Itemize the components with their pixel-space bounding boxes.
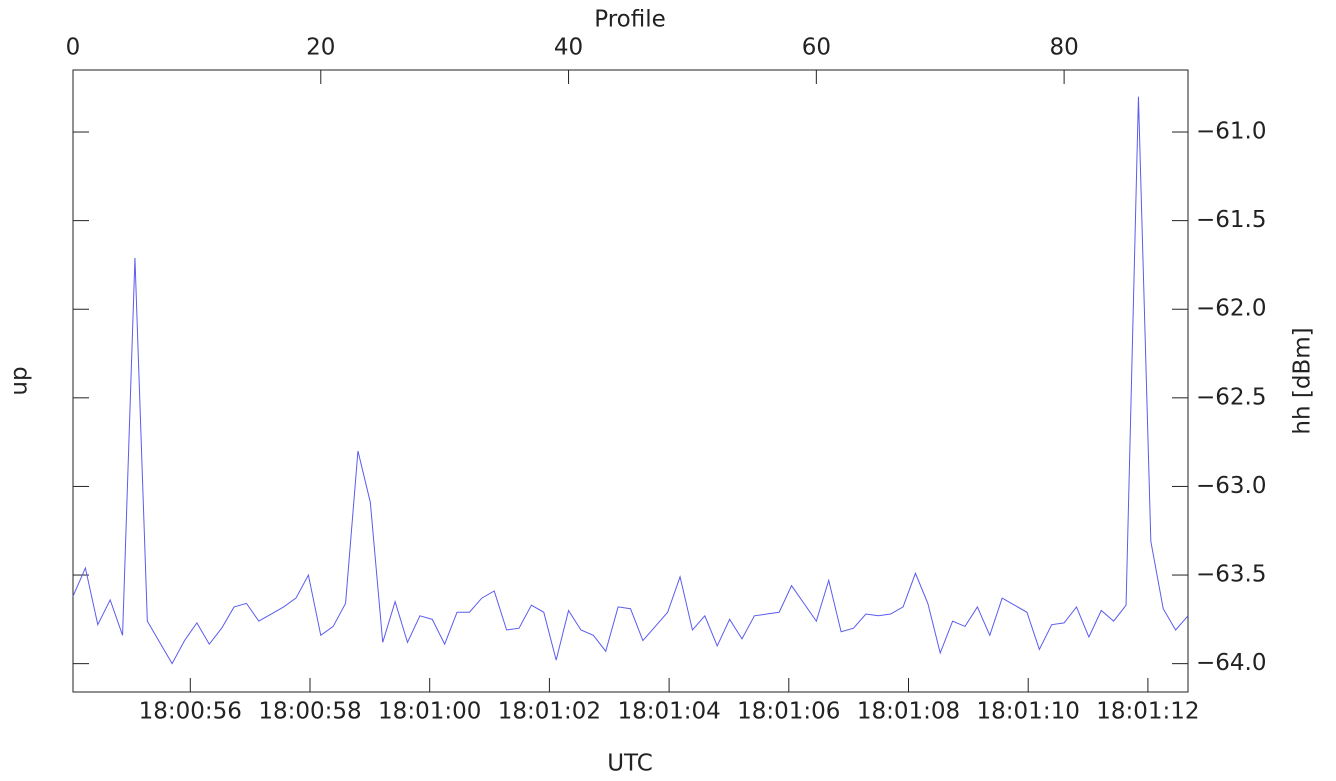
top-tick-label: 0	[66, 35, 81, 61]
bottom-tick-label: 18:01:00	[378, 699, 481, 725]
data-line	[72, 96, 1189, 665]
right-axis-label: hh [dBm]	[1290, 327, 1316, 434]
bottom-tick-label: 18:01:06	[737, 699, 840, 725]
bottom-tick-label: 18:01:10	[977, 699, 1080, 725]
top-tick-label: 60	[802, 35, 831, 61]
top-tick-label: 20	[306, 35, 335, 61]
bottom-tick-label: 18:01:12	[1096, 699, 1199, 725]
right-tick-label: −62.5	[1196, 384, 1266, 410]
right-tick-label: −63.0	[1196, 473, 1266, 499]
right-tick-label: −61.0	[1196, 119, 1266, 145]
right-tick-label: −61.5	[1196, 207, 1266, 233]
top-axis-label: Profile	[594, 7, 666, 33]
bottom-tick-label: 18:00:58	[258, 699, 361, 725]
bottom-tick-label: 18:01:04	[617, 699, 720, 725]
plot-frame	[72, 69, 1189, 693]
right-tick-label: −64.0	[1196, 650, 1266, 676]
right-tick-label: −63.5	[1196, 562, 1266, 588]
top-tick-label: 40	[554, 35, 583, 61]
bottom-tick-label: 18:01:08	[857, 699, 960, 725]
bottom-tick-label: 18:00:56	[139, 699, 242, 725]
left-axis-label: up	[7, 366, 33, 395]
top-tick-label: 80	[1049, 35, 1078, 61]
bottom-tick-label: 18:01:02	[498, 699, 601, 725]
right-tick-label: −62.0	[1196, 296, 1266, 322]
bottom-axis-label: UTC	[607, 751, 653, 777]
